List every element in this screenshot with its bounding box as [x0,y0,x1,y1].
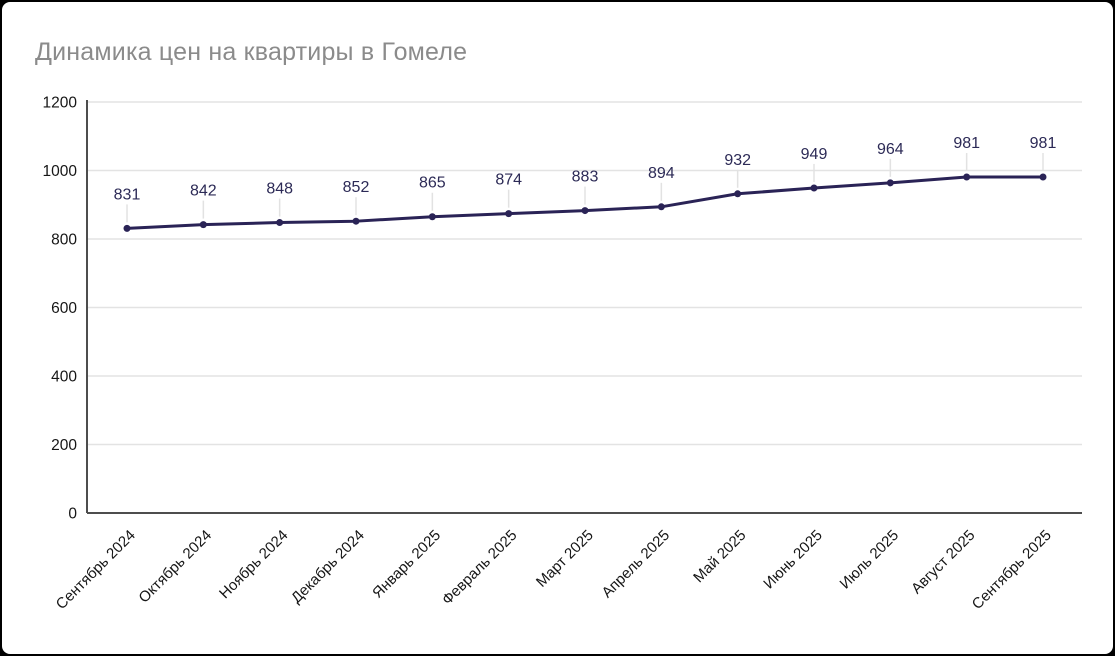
data-label: 831 [114,186,141,203]
x-axis-tick-label: Февраль 2025 [439,527,521,609]
y-axis-tick-label: 800 [51,232,77,249]
x-axis-tick-label: Июнь 2025 [760,527,826,593]
data-label: 949 [801,146,828,163]
data-label: 848 [266,181,293,198]
x-axis-tick-label: Сентябрь 2025 [969,527,1055,613]
y-axis-tick-label: 1200 [43,95,78,112]
data-label: 865 [419,175,446,192]
x-axis-tick-label: Июль 2025 [837,527,903,593]
x-axis-tick-label: Апрель 2025 [599,527,674,602]
data-point [581,207,589,215]
data-point [352,217,360,225]
data-point [657,203,665,211]
data-label: 964 [877,141,904,158]
x-axis-tick-label: Декабрь 2024 [288,527,368,607]
data-label: 981 [1030,135,1057,152]
data-label: 883 [572,169,599,186]
x-axis-tick-label: Октябрь 2024 [135,527,215,607]
x-axis-tick-label: Август 2025 [908,527,978,597]
x-axis-tick-label: Сентябрь 2024 [53,527,139,613]
data-point [199,221,207,229]
y-axis-tick-label: 1000 [43,163,78,180]
x-axis-tick-label: Январь 2025 [369,527,444,602]
y-axis-tick-label: 200 [51,437,77,454]
data-label: 981 [953,135,980,152]
data-label: 852 [343,179,370,196]
data-point [1039,173,1047,181]
data-point [963,173,971,181]
x-axis-tick-label: Ноябрь 2024 [216,527,291,602]
data-label: 932 [724,152,751,169]
data-point [810,184,818,192]
data-point [428,213,436,221]
data-point [276,219,284,227]
data-label: 842 [190,183,217,200]
x-axis-tick-label: Март 2025 [533,527,597,591]
data-point [505,210,513,218]
data-point [123,224,131,232]
data-label: 874 [495,172,522,189]
data-point [886,179,894,187]
chart-title: Динамика цен на квартиры в Гомеле [35,38,468,66]
x-axis-tick-label: Май 2025 [690,527,749,586]
data-label: 894 [648,165,675,182]
y-axis-tick-label: 600 [51,300,77,317]
y-axis-tick-label: 400 [51,369,77,386]
y-axis-tick-label: 0 [68,506,77,523]
data-point [734,190,742,198]
